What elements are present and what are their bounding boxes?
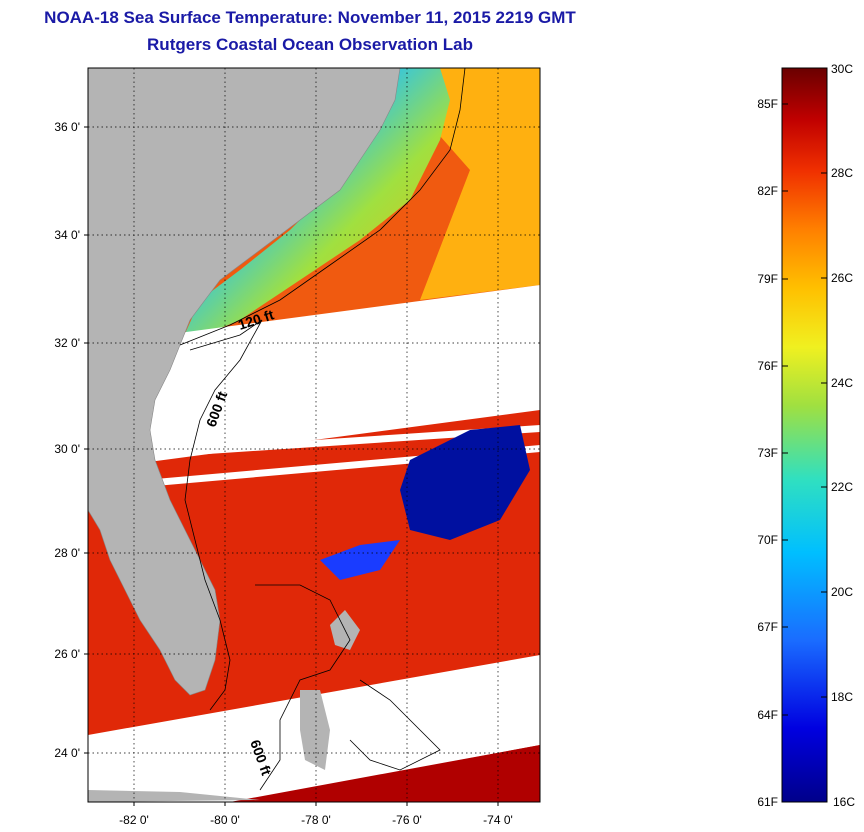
colorbar-c-label: 20C <box>831 585 853 599</box>
colorbar-c-label: 22C <box>831 480 853 494</box>
map-ticks <box>84 126 499 806</box>
warm-offshore-patch <box>380 68 540 300</box>
lon-label-74: -74 0' <box>483 813 513 827</box>
colorbar-f-label: 67F <box>757 620 778 634</box>
lon-label-80: -80 0' <box>210 813 240 827</box>
lat-label-36: 36 0' <box>54 120 80 134</box>
colorbar-f-label: 70F <box>757 533 778 547</box>
contour-600ft <box>184 319 263 711</box>
landmass-cuba <box>88 790 260 802</box>
colorbar-f-label: 76F <box>757 359 778 373</box>
lat-label-30: 30 0' <box>54 442 80 456</box>
lat-label-32: 32 0' <box>54 336 80 350</box>
lat-label-28: 28 0' <box>54 546 80 560</box>
graticule <box>88 68 540 802</box>
colorbar-f-label: 79F <box>757 272 778 286</box>
colorbar-ticks <box>782 103 827 716</box>
colorbar-f-label: 61F <box>757 795 778 809</box>
lat-label-24: 24 0' <box>54 746 80 760</box>
colorbar-c-label: 18C <box>831 690 853 704</box>
colorbar-c-label: 16C <box>833 795 855 809</box>
cold-water-filament <box>320 540 400 580</box>
lon-label-82: -82 0' <box>119 813 149 827</box>
landmass-andros <box>300 690 330 770</box>
colorbar-c-label: 24C <box>831 376 853 390</box>
no-data-swath <box>88 285 540 470</box>
lon-label-78: -78 0' <box>301 813 331 827</box>
map-title: NOAA-18 Sea Surface Temperature: Novembe… <box>44 8 576 27</box>
lat-label-26: 26 0' <box>54 647 80 661</box>
colorbar-f-label: 85F <box>757 97 778 111</box>
colorbar-c-label: 28C <box>831 166 853 180</box>
colorbar-c-label: 26C <box>831 271 853 285</box>
map-frame <box>87 67 541 803</box>
cold-core-eddy <box>400 425 530 540</box>
lon-label-76: -76 0' <box>392 813 422 827</box>
contour-bahamas-bank <box>255 584 351 791</box>
no-data-stripe <box>88 425 540 462</box>
southern-warm-band <box>230 745 540 802</box>
colorbar <box>781 67 828 803</box>
colorbar-f-label: 82F <box>757 184 778 198</box>
colorbar-f-label: 73F <box>757 446 778 460</box>
contour-120ft <box>179 68 466 346</box>
landmass-southeast-us <box>88 68 401 696</box>
contour-bahamas-bank <box>349 679 441 771</box>
lat-label-34: 34 0' <box>54 228 80 242</box>
colorbar-f-label: 64F <box>757 708 778 722</box>
map-area: 120 ft 600 ft 600 ft <box>88 68 540 802</box>
map-subtitle: Rutgers Coastal Ocean Observation Lab <box>147 35 473 54</box>
colorbar-c-label: 30C <box>831 62 853 76</box>
